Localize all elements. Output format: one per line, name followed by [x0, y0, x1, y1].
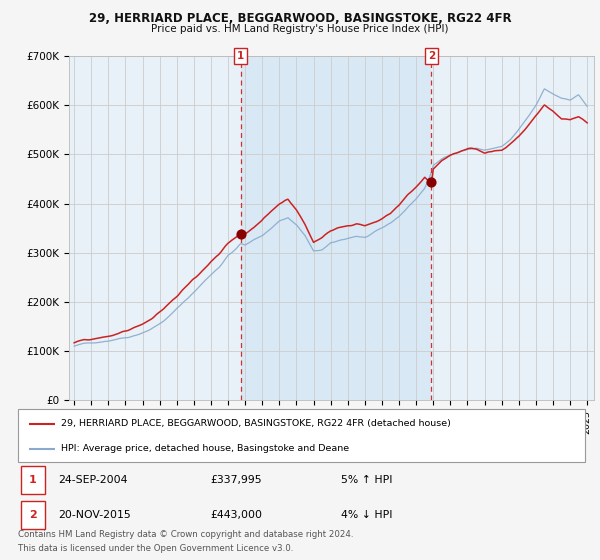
Text: HPI: Average price, detached house, Basingstoke and Deane: HPI: Average price, detached house, Basi…	[61, 444, 349, 453]
Point	[427, 178, 436, 187]
Text: Price paid vs. HM Land Registry's House Price Index (HPI): Price paid vs. HM Land Registry's House …	[151, 24, 449, 34]
Text: 20-NOV-2015: 20-NOV-2015	[58, 510, 130, 520]
Text: £337,995: £337,995	[211, 475, 262, 486]
Text: 2: 2	[29, 510, 37, 520]
Text: 29, HERRIARD PLACE, BEGGARWOOD, BASINGSTOKE, RG22 4FR: 29, HERRIARD PLACE, BEGGARWOOD, BASINGST…	[89, 12, 511, 25]
Point	[236, 230, 245, 239]
Text: 24-SEP-2004: 24-SEP-2004	[58, 475, 127, 486]
Bar	[21, 466, 44, 494]
Text: 5% ↑ HPI: 5% ↑ HPI	[341, 475, 392, 486]
Text: This data is licensed under the Open Government Licence v3.0.: This data is licensed under the Open Gov…	[18, 544, 293, 553]
Text: 29, HERRIARD PLACE, BEGGARWOOD, BASINGSTOKE, RG22 4FR (detached house): 29, HERRIARD PLACE, BEGGARWOOD, BASINGST…	[61, 419, 451, 428]
Text: 1: 1	[29, 475, 37, 486]
Text: Contains HM Land Registry data © Crown copyright and database right 2024.: Contains HM Land Registry data © Crown c…	[18, 530, 353, 539]
Text: 1: 1	[237, 51, 244, 61]
Bar	[21, 501, 44, 529]
Text: 4% ↓ HPI: 4% ↓ HPI	[341, 510, 392, 520]
Text: 2: 2	[428, 51, 435, 61]
Text: £443,000: £443,000	[211, 510, 263, 520]
Bar	[241, 56, 431, 400]
